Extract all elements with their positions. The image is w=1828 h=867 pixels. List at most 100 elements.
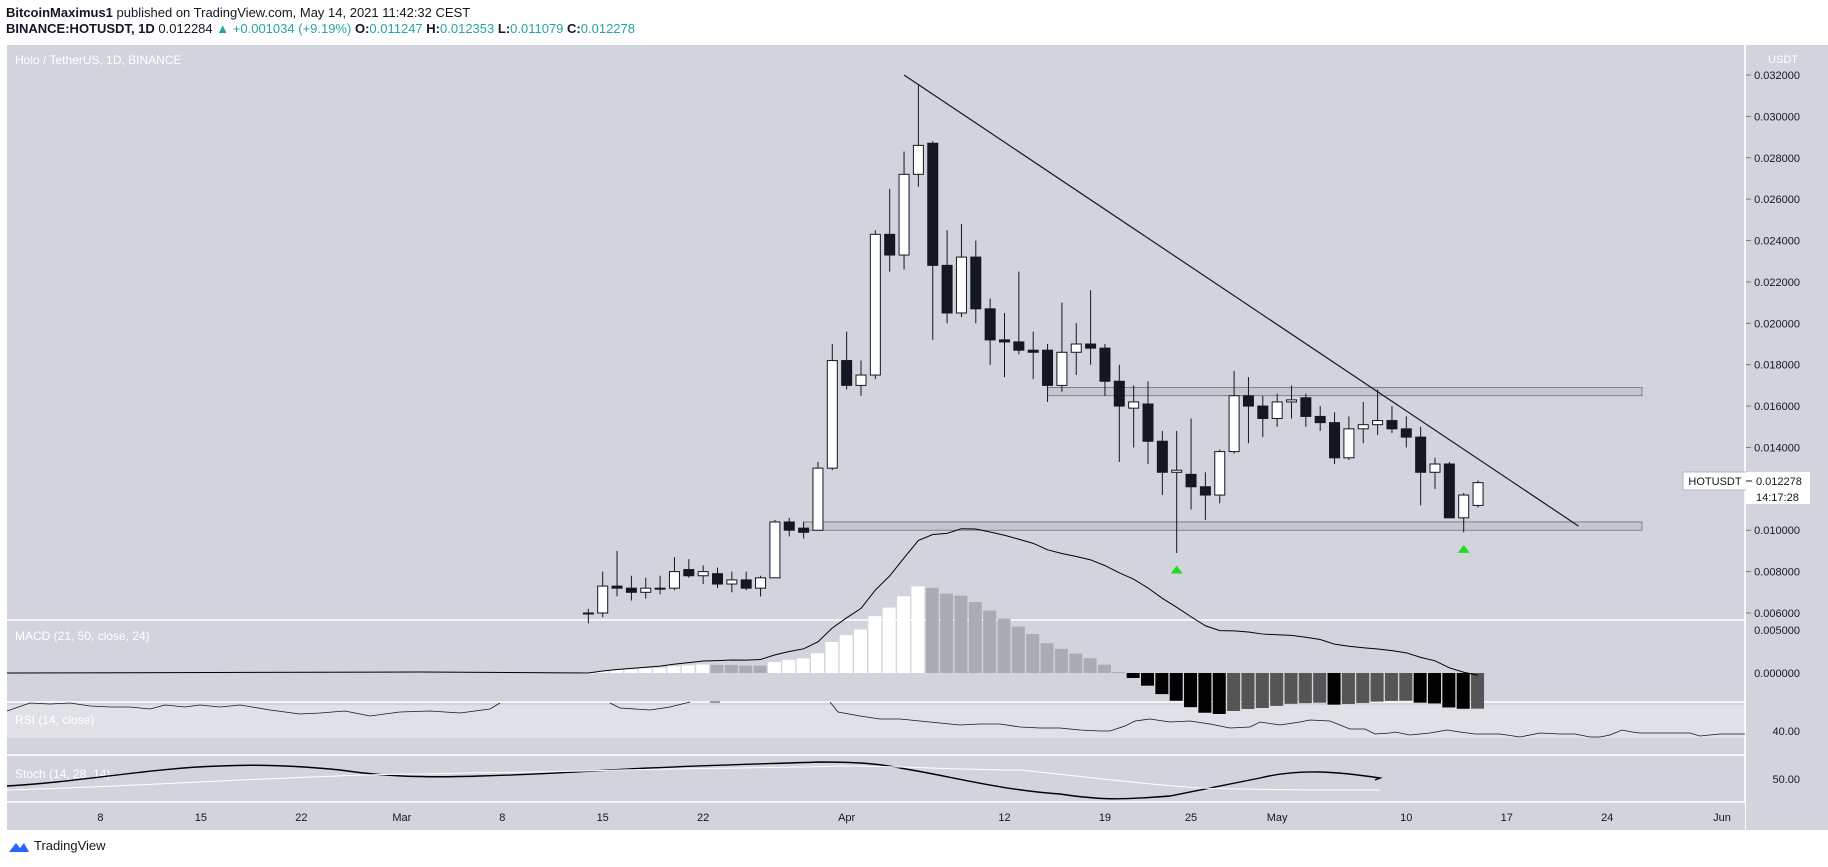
macd-bar bbox=[1126, 673, 1140, 678]
footer-brand[interactable]: TradingView bbox=[34, 838, 106, 853]
macd-panel[interactable]: MACD (21, 50, close, 24) 0.005000 0.0000… bbox=[6, 528, 1800, 714]
macd-bar bbox=[796, 658, 810, 673]
stoch-d-line bbox=[6, 765, 1381, 791]
stoch-k-line bbox=[6, 761, 1383, 800]
bull-candle bbox=[1070, 343, 1082, 353]
time-tick-label: Apr bbox=[838, 812, 855, 824]
macd-bar bbox=[1112, 672, 1126, 674]
macd-bar bbox=[1370, 673, 1384, 702]
bull-candle bbox=[755, 577, 767, 589]
bull-candle bbox=[1472, 482, 1484, 506]
price-tag-symbol: HOTUSDT bbox=[1688, 476, 1741, 488]
bear-candle bbox=[884, 233, 896, 256]
low-label: L: bbox=[497, 21, 511, 36]
macd-bar bbox=[997, 618, 1011, 673]
price-tick-label: 0.026000 bbox=[1754, 194, 1800, 206]
bear-candle bbox=[712, 573, 723, 585]
bull-candle bbox=[726, 579, 738, 585]
macd-bar bbox=[1184, 673, 1198, 708]
macd-bar bbox=[854, 629, 867, 673]
bear-candle bbox=[1013, 341, 1025, 351]
bear-candle bbox=[798, 527, 810, 533]
price-tick-label: 0.010000 bbox=[1754, 525, 1800, 537]
symbol-name[interactable]: BINANCE:HOTUSDT, 1D bbox=[6, 21, 155, 36]
bull-candle bbox=[1128, 401, 1140, 409]
close-value: 0.012278 bbox=[580, 21, 635, 36]
bull-candle bbox=[1286, 399, 1297, 403]
macd-bar bbox=[1413, 673, 1427, 703]
macd-bar bbox=[968, 602, 982, 673]
macd-bar bbox=[1284, 673, 1298, 704]
rsi-band bbox=[7, 705, 1745, 738]
price-axis[interactable] bbox=[1746, 45, 1828, 830]
time-tick-label: 17 bbox=[1501, 812, 1513, 824]
bull-candle bbox=[869, 233, 881, 376]
open-label: O: bbox=[354, 21, 370, 36]
bull-candle bbox=[1372, 420, 1384, 426]
macd-bar bbox=[782, 659, 796, 673]
bear-candle bbox=[1099, 347, 1111, 382]
bear-candle bbox=[1386, 420, 1398, 430]
macd-bar bbox=[581, 673, 595, 674]
price-tick-label: 0.020000 bbox=[1754, 318, 1800, 330]
macd-bar bbox=[1327, 673, 1341, 705]
bear-candle bbox=[1199, 486, 1211, 496]
price-tick-label: 0.008000 bbox=[1754, 567, 1800, 579]
time-tick-label: Mar bbox=[392, 812, 411, 824]
signal-arrow-icon bbox=[1457, 544, 1470, 553]
macd-bar bbox=[767, 662, 781, 673]
sr-zone bbox=[1047, 387, 1643, 397]
stoch-panel[interactable]: Stoch (14, 28, 14) 50.00 bbox=[6, 761, 1800, 800]
macd-bar bbox=[1155, 673, 1169, 695]
macd-bar bbox=[1169, 673, 1183, 701]
time-axis-ticks: 8 15 22 Mar 8 15 22 Apr 12 19 25 May 10 17 24 Jun bbox=[97, 812, 1730, 824]
bear-candle bbox=[683, 569, 695, 577]
bear-candle bbox=[1314, 415, 1326, 424]
price-tag-countdown: 14:17:28 bbox=[1756, 492, 1799, 504]
macd-bar bbox=[1241, 673, 1255, 709]
macd-bar bbox=[624, 669, 638, 673]
macd-bar bbox=[882, 607, 896, 673]
macd-bar bbox=[1198, 673, 1212, 713]
bear-candle bbox=[1415, 436, 1427, 473]
bear-candle bbox=[970, 256, 982, 310]
bear-candle bbox=[1329, 422, 1341, 459]
currency-label: USDT bbox=[1768, 54, 1798, 66]
sr-zone bbox=[803, 521, 1643, 531]
macd-bar bbox=[825, 642, 839, 673]
macd-bar bbox=[1069, 653, 1083, 673]
macd-bar bbox=[595, 671, 609, 673]
bull-candle bbox=[1343, 428, 1355, 459]
signal-arrow-icon bbox=[1170, 565, 1183, 574]
bull-candle bbox=[654, 587, 666, 590]
macd-bar bbox=[897, 596, 911, 673]
time-tick-label: 15 bbox=[195, 812, 207, 824]
time-tick-label: 15 bbox=[597, 812, 609, 824]
bull-candle bbox=[812, 467, 824, 531]
bear-candle bbox=[1042, 349, 1054, 386]
macd-bar bbox=[1083, 658, 1097, 673]
time-tick-label: 12 bbox=[998, 812, 1010, 824]
macd-bar bbox=[696, 664, 710, 673]
time-axis[interactable] bbox=[7, 803, 1745, 830]
time-tick-label: 24 bbox=[1601, 812, 1613, 824]
bull-candle bbox=[1228, 395, 1240, 453]
trendline bbox=[903, 74, 1579, 527]
macd-bar bbox=[1298, 673, 1312, 704]
rsi-panel[interactable]: RSI (14, close) 40.00 bbox=[6, 701, 1800, 738]
price-tick-label: 0.032000 bbox=[1754, 70, 1800, 82]
macd-bar bbox=[925, 587, 939, 673]
bull-candle bbox=[1171, 469, 1183, 473]
candlesticks bbox=[582, 85, 1484, 624]
bull-candle bbox=[769, 521, 781, 579]
bull-candle bbox=[826, 360, 838, 469]
open-value: 0.011247 bbox=[369, 21, 423, 36]
macd-bar bbox=[940, 593, 954, 673]
bull-candle bbox=[1429, 463, 1441, 473]
macd-bar bbox=[753, 665, 767, 673]
published-text: published on TradingView.com, May 14, 20… bbox=[116, 5, 471, 20]
price-tick-label: 0.018000 bbox=[1754, 360, 1800, 372]
macd-histogram bbox=[581, 586, 1485, 714]
author-name[interactable]: BitcoinMaximus1 bbox=[6, 5, 113, 20]
